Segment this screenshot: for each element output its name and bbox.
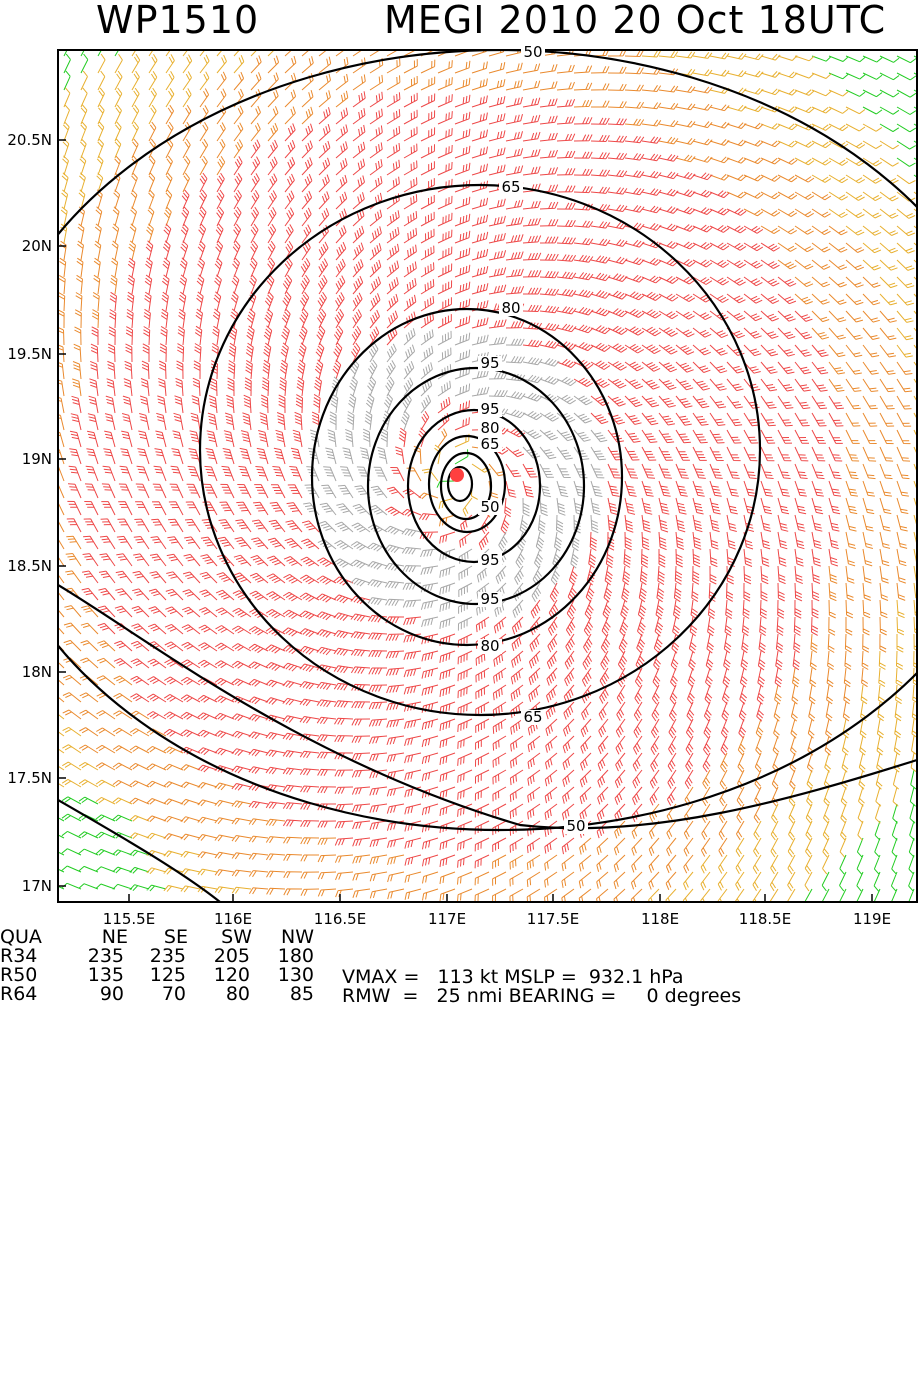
contour-label: 50 (566, 817, 585, 835)
contour-label-bg (478, 553, 502, 568)
lon-label: 116E (214, 910, 252, 928)
lat-label: 18.5N (7, 557, 52, 575)
contour-50-outer (58, 50, 918, 831)
storm-center-marker (450, 468, 464, 482)
contour-label-bg (478, 421, 502, 436)
contour-65-inner (439, 451, 493, 521)
radii-value: 85 (289, 983, 314, 1005)
contour-label-bg (564, 819, 588, 834)
plot-frame (57, 49, 918, 903)
lon-label: 118E (641, 910, 679, 928)
contour-95-outer (366, 366, 586, 606)
contour-label-bg (499, 180, 523, 195)
radii-header-qua: QUA (0, 926, 42, 948)
lat-label: 17N (22, 877, 52, 895)
storm-name-date-title: MEGI 2010 20 Oct 18UTC (384, 0, 887, 42)
contour-label: 95 (480, 354, 499, 372)
radii-header-sw: SW (221, 926, 252, 948)
contour-label: 50 (480, 498, 499, 516)
wind-barb-group (66, 91, 844, 869)
radii-row-label: R50 (0, 964, 38, 986)
contour-label: 65 (523, 708, 542, 726)
contour-label-bg (499, 301, 523, 316)
radii-value: 135 (87, 964, 124, 986)
contour-label-bg (478, 592, 502, 607)
radii-value: 70 (161, 983, 186, 1005)
lon-label: 116.5E (314, 910, 366, 928)
contour-80-inner (427, 434, 507, 534)
contour-label: 95 (480, 400, 499, 418)
lat-label: 19N (22, 450, 52, 468)
contour-label: 95 (480, 551, 499, 569)
contour-label-bg (478, 639, 502, 654)
radii-value: 130 (277, 964, 314, 986)
radii-header-nw: NW (281, 926, 314, 948)
contour-label: 95 (480, 590, 499, 608)
contour-label-bg (478, 437, 502, 452)
lon-label: 115.5E (103, 910, 155, 928)
lat-label: 20.5N (7, 131, 52, 149)
lat-label: 18N (22, 663, 52, 681)
radii-value: 90 (99, 983, 124, 1005)
radii-row-label: R34 (0, 945, 38, 967)
contour-label: 80 (501, 299, 520, 317)
lon-label: 118.5E (739, 910, 791, 928)
rmw-bearing-line: RMW = 25 nmi BEARING = 0 degrees (342, 985, 742, 1007)
lon-label: 117E (428, 910, 466, 928)
wind-barbs-layer (58, 50, 918, 902)
contour-label-bg (521, 710, 545, 725)
radii-value: 235 (87, 945, 124, 967)
radii-row-label: R64 (0, 983, 38, 1005)
radii-value: 80 (225, 983, 250, 1005)
lat-label: 20N (22, 237, 52, 255)
wind-contours-layer (58, 50, 918, 902)
contour-label: 50 (523, 43, 542, 61)
wind-radii-table: QUA NE SE SW NW R34 235 235 205 180 R50 … (0, 928, 330, 1008)
contour-50-south (58, 584, 918, 830)
contour-65 (198, 183, 762, 717)
contour-label-bg (478, 402, 502, 417)
lon-label: 119E (853, 910, 891, 928)
contour-50-sw (58, 799, 221, 902)
lon-label: 117.5E (527, 910, 579, 928)
contour-label-bg (521, 45, 545, 60)
contour-label-bg (478, 356, 502, 371)
radii-value: 235 (149, 945, 186, 967)
vmax-mslp-line: VMAX = 113 kt MSLP = 932.1 hPa (342, 966, 684, 988)
contour-label-bg (478, 500, 502, 515)
radii-value: 125 (149, 964, 186, 986)
contour-80 (310, 307, 624, 647)
radii-header-ne: NE (101, 926, 128, 948)
lat-label: 19.5N (7, 345, 52, 363)
contour-label: 65 (480, 435, 499, 453)
wind-field-map: 115.5E 116E 116.5E 117E 117.5E 118E 118.5E 119E… (7, 43, 918, 928)
contour-label: 80 (480, 637, 499, 655)
radii-value: 120 (213, 964, 250, 986)
radii-header-se: SE (163, 926, 188, 948)
contour-95-inner (406, 408, 542, 564)
wind-barb-group (58, 50, 918, 902)
lat-label: 17.5N (7, 769, 52, 787)
wind-barb-group (303, 328, 608, 631)
radii-value: 180 (277, 945, 314, 967)
radii-value: 205 (213, 945, 250, 967)
contour-label: 65 (501, 178, 520, 196)
contour-label: 80 (480, 419, 499, 437)
contour-50-inner (446, 465, 474, 503)
storm-id-title: WP1510 (96, 0, 260, 42)
